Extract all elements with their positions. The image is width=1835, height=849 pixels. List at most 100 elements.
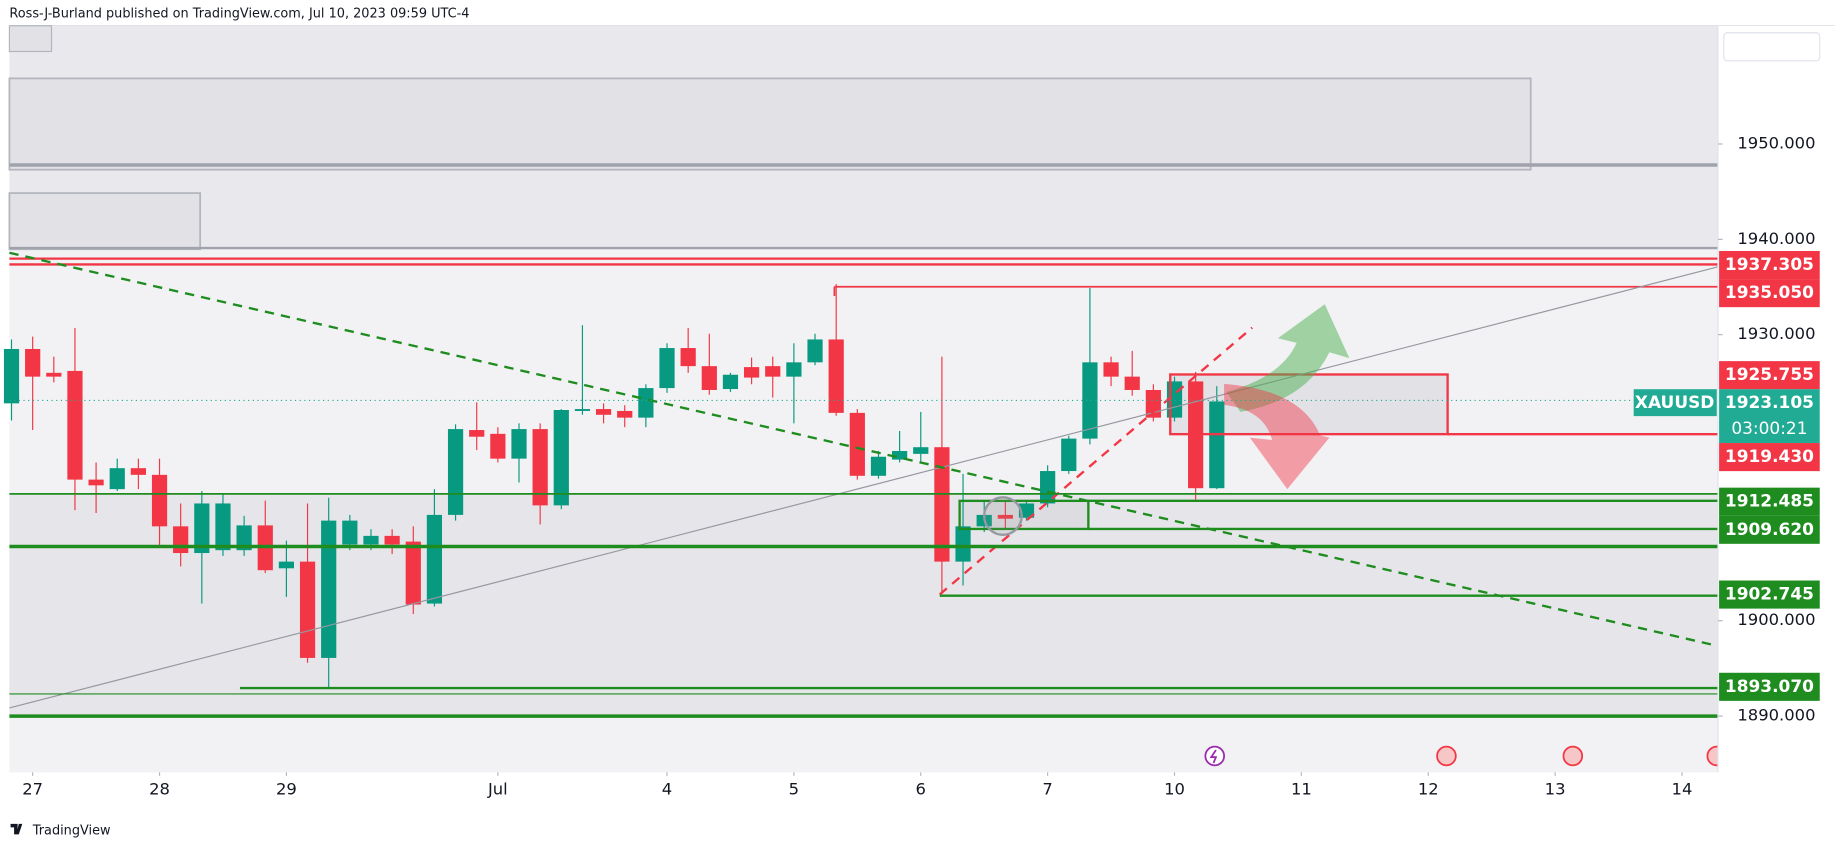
candle-body — [617, 410, 633, 418]
candle-body — [892, 451, 908, 460]
candle-body — [934, 447, 950, 562]
candle-body — [384, 535, 400, 545]
symbol-label: XAUUSD — [1635, 392, 1714, 412]
candle-body — [109, 468, 125, 490]
down-arrow — [1224, 383, 1330, 490]
candle-body — [1124, 376, 1140, 390]
x-tick-label: 6 — [916, 779, 926, 798]
footer-brand: TradingView — [32, 823, 111, 838]
box — [8, 25, 53, 53]
box — [8, 192, 202, 251]
event-icon[interactable] — [1436, 745, 1457, 767]
drawings: XAUUSD — [9, 163, 1728, 767]
candle-body — [3, 348, 20, 404]
candle-body — [1145, 389, 1161, 418]
candle-body — [1061, 438, 1077, 472]
x-tick-label: 10 — [1164, 779, 1185, 798]
candle-body — [913, 447, 929, 454]
price-tag-label: 1893.070 — [1725, 676, 1814, 696]
candle-body — [511, 429, 527, 459]
symbol-tag — [1633, 389, 1717, 417]
price-tag-label: 1935.050 — [1725, 282, 1814, 302]
candle-body — [638, 388, 654, 418]
candle-body — [997, 514, 1013, 519]
y-tick-label: 1930.000 — [1737, 324, 1815, 343]
candle-body — [1040, 471, 1056, 504]
price-tag — [1719, 443, 1820, 472]
x-tick-label: 7 — [1042, 779, 1052, 798]
candle-body — [88, 479, 104, 486]
x-tick-label: 4 — [662, 779, 672, 798]
candle-body — [130, 468, 146, 475]
header: Ross-J-Burland published on TradingView.… — [9, 7, 469, 22]
candle-body — [849, 412, 865, 476]
candle-body — [194, 503, 210, 554]
candle-body — [807, 339, 823, 363]
candle-body — [46, 372, 62, 377]
candle-body — [701, 366, 717, 390]
axis-button[interactable] — [1723, 32, 1821, 62]
price-tag — [1719, 279, 1820, 308]
candle-body — [574, 409, 591, 411]
price-tag — [1719, 389, 1820, 444]
marker-circle — [983, 496, 1023, 536]
event-icon[interactable] — [1562, 745, 1584, 767]
price-tag — [1719, 361, 1820, 390]
trend-line — [938, 326, 1253, 596]
candle-body — [680, 348, 696, 367]
candle-body — [743, 367, 760, 378]
x-tick-label: 29 — [276, 779, 297, 798]
y-tick-label: 1940.000 — [1737, 229, 1815, 248]
candle-body — [299, 561, 316, 658]
price-tag-label: 1925.755 — [1725, 364, 1814, 384]
box — [958, 499, 1090, 531]
candle-body — [955, 526, 971, 562]
candle-body — [490, 433, 506, 459]
price-tag-label: 1909.620 — [1725, 519, 1814, 539]
logo — [10, 823, 23, 835]
price-tag — [1719, 515, 1820, 544]
up-arrow — [1226, 304, 1350, 412]
drawings-back — [8, 25, 1718, 773]
price-tag — [1719, 672, 1820, 701]
price-tag-label: 1937.305 — [1725, 254, 1814, 274]
candle-body — [151, 474, 168, 527]
candle-body — [1103, 362, 1119, 377]
x-tick-label: 27 — [22, 779, 43, 798]
footer: TradingView — [10, 823, 111, 838]
candle-body — [447, 429, 464, 515]
candle-body — [363, 535, 379, 545]
zone — [9, 493, 1718, 717]
event-icon[interactable] — [1204, 745, 1225, 767]
candle-body — [786, 362, 802, 377]
x-tick-label: 14 — [1672, 779, 1693, 798]
time-axis: 27 28 29 Jul 4 5 6 7 10 11 12 13 14 — [22, 772, 1692, 798]
candle-body — [426, 514, 443, 604]
candle-body — [469, 430, 485, 437]
candle-body — [765, 366, 781, 377]
candle-body — [342, 520, 358, 545]
candle-body — [532, 429, 548, 506]
countdown: 03:00:21 — [1731, 418, 1807, 438]
price-tag-label: 1919.430 — [1725, 446, 1814, 466]
x-tick-label: 13 — [1545, 779, 1566, 798]
price-tag-label: 1923.105 — [1725, 392, 1814, 412]
trend-line — [9, 251, 1719, 648]
price-tag — [1719, 250, 1820, 280]
price-tag — [1719, 487, 1820, 516]
y-tick-label: 1950.000 — [1737, 133, 1815, 152]
candle-body — [659, 348, 675, 389]
price-tag-label: 1902.745 — [1725, 584, 1814, 604]
price-tag — [1719, 580, 1820, 609]
candle-body — [236, 525, 252, 551]
price-tag-label: 1912.485 — [1725, 491, 1814, 511]
price-axis: 1890.000 1900.000 1930.000 1940.000 1950.000… — [1717, 25, 1835, 773]
trend-line — [9, 266, 1719, 709]
candle-body — [67, 370, 83, 480]
candle-body — [173, 526, 189, 554]
x-tick-label: 5 — [789, 779, 799, 798]
candle-body — [215, 503, 231, 551]
x-tick-label: Jul — [487, 779, 508, 798]
